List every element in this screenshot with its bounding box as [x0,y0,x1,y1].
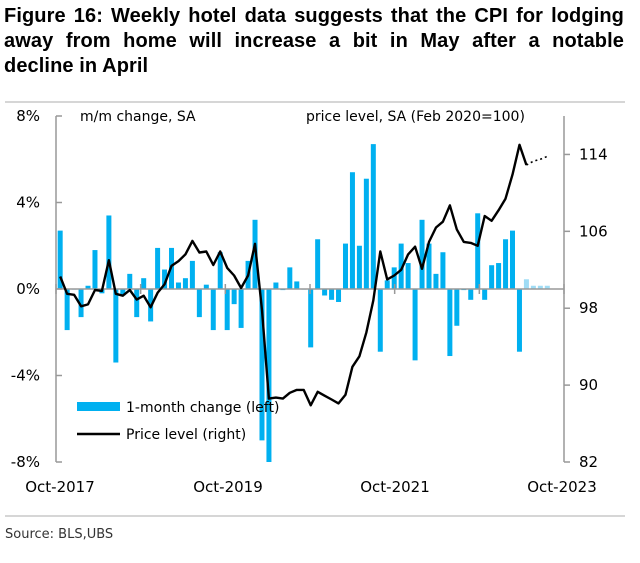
source-divider [5,515,625,517]
legend-bar-label: 1-month change (left) [126,400,279,416]
title-divider [5,101,625,103]
bar [349,172,355,289]
x-tick-label: Oct-2021 [360,478,430,496]
bar [57,230,63,289]
bar [433,273,439,289]
bar [370,144,376,289]
bar [419,219,425,289]
bar [210,289,216,331]
bar [120,289,126,296]
right-tick-label: 106 [579,222,608,240]
right-axis-label: price level, SA (Feb 2020=100) [306,109,525,125]
bar [141,278,147,289]
bar [363,178,369,289]
bar [412,289,418,361]
forecast-bar [523,279,529,289]
bar-series [57,144,522,462]
bar [92,250,98,289]
right-tick-label: 90 [579,376,598,394]
bar [106,215,112,289]
bar [182,278,188,289]
bar [482,289,488,300]
bar [231,289,237,305]
tick-labels: 8% 4% 0% -4% -8% 114 106 98 90 82 Oct-2017 Oct-2019… [11,107,608,496]
bar [217,252,223,289]
bar [447,289,453,357]
bar [510,230,516,289]
price-level-line [59,143,528,407]
bar [329,289,335,300]
left-tick-label: 8% [16,107,40,125]
bar [475,213,481,289]
left-tick-label: -8% [11,453,40,471]
bar [308,289,314,348]
left-axis-label: m/m change, SA [80,109,196,125]
bar [398,243,404,289]
bar [287,267,293,289]
x-tick-label: Oct-2019 [193,478,263,496]
right-tick-label: 98 [579,299,598,317]
left-tick-label: 0% [16,280,40,298]
bar [203,284,209,289]
bar [113,289,119,363]
bar [155,247,161,289]
right-tick-label: 82 [579,453,598,471]
bar [294,281,300,289]
bar [259,289,265,441]
bar [322,289,328,296]
bar [336,289,342,302]
right-tick-label: 114 [579,145,608,163]
bar [405,263,411,289]
legend-line-label: Price level (right) [126,427,246,443]
legend-bar-swatch [77,402,120,411]
bar [85,285,91,289]
forecast-bar [537,285,543,289]
bar [127,273,133,289]
left-tick-label: -4% [11,367,40,385]
bar [238,289,244,328]
chart: 8% 4% 0% -4% -8% 114 106 98 90 82 Oct-2017 Oct-2019… [11,107,608,496]
forecast-bar [544,285,550,289]
bar [426,243,432,289]
bar [78,289,84,318]
bar [134,289,140,318]
left-tick-label: 4% [16,194,40,212]
bar [516,289,522,352]
forecast-bar-series [523,279,550,289]
bar [273,282,279,289]
axes [55,115,570,463]
bar [440,252,446,289]
bar [356,245,362,289]
bar [64,289,70,331]
bar [503,239,509,289]
bar [162,269,168,289]
bar [384,280,390,289]
bar [189,260,195,289]
x-tick-label: Oct-2023 [527,478,597,496]
x-tick-label: Oct-2017 [25,478,95,496]
bar [454,289,460,326]
bar [266,289,272,462]
bar [175,282,181,289]
bar [196,289,202,318]
bar [468,289,474,300]
bar [377,289,383,352]
bar [315,239,321,289]
legend: 1-month change (left) Price level (right… [77,400,279,443]
bar [391,267,397,289]
price-level-forecast-line [526,155,548,166]
source-note: Source: BLS,UBS [5,527,114,542]
forecast-bar [530,285,536,289]
bar [342,243,348,289]
bar [224,289,230,331]
bar [496,263,502,289]
bar [489,265,495,289]
figure-title: Figure 16: Weekly hotel data suggests th… [4,5,624,77]
